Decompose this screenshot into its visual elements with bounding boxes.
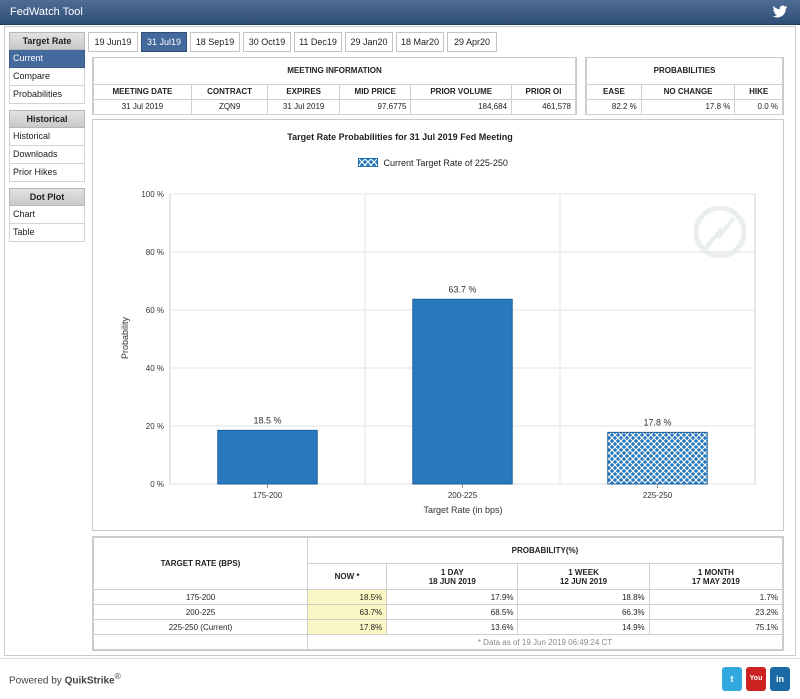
now-cell: 63.7% (306, 604, 388, 620)
table-row: 175-200 18.5% 17.9% 18.8% 1.7% (93, 589, 784, 605)
title-bar: FedWatch Tool (0, 0, 800, 25)
meeting-info-panel: MEETING INFORMATION MEETING DATE CONTRAC… (92, 57, 577, 115)
week-cell: 14.9% (517, 619, 650, 635)
sidebar-item-current[interactable]: Current (9, 50, 85, 68)
col-prior-volume: PRIOR VOLUME (410, 83, 513, 100)
youtube-icon[interactable]: You (746, 667, 766, 691)
legend-swatch (358, 158, 378, 168)
sidebar-heading-target-rate: Target Rate (9, 32, 85, 50)
meeting-info-table: MEETING INFORMATION MEETING DATE CONTRAC… (93, 58, 576, 115)
brand-name[interactable]: QuikStrike (64, 675, 115, 687)
sidebar-item-chart[interactable]: Chart (9, 206, 85, 224)
probabilities-table: PROBABILITIES EASE NO CHANGE HIKE 82.2 %… (586, 58, 783, 115)
day-cell: 17.9% (386, 589, 519, 605)
probability-table-panel: TARGET RATE (BPS) PROBABILITY(%) NOW * 1… (92, 536, 784, 651)
col-1-week: 1 WEEK 12 JUN 2019 (517, 563, 650, 590)
col-contract: CONTRACT (190, 83, 269, 100)
rate-cell: 225-250 (Current) (93, 619, 308, 635)
prior-volume-value: 184,684 (410, 98, 513, 115)
now-cell: 18.5% (306, 589, 388, 605)
footer: Powered by QuikStrike® t You in (0, 658, 800, 699)
sidebar-item-prior-hikes[interactable]: Prior Hikes (9, 164, 85, 182)
prior-oi-value: 461,578 (511, 98, 576, 115)
probabilities-heading: PROBABILITIES (586, 58, 783, 85)
col-expires: EXPIRES (267, 83, 340, 100)
now-cell: 17.8% (306, 619, 388, 635)
day-cell: 13.6% (386, 619, 519, 635)
powered-by: Powered by QuikStrike® (9, 671, 121, 686)
sidebar-item-probabilities[interactable]: Probabilities (9, 86, 85, 104)
day-cell: 68.5% (386, 604, 519, 620)
chart-title: Target Rate Probabilities for 31 Jul 201… (287, 132, 513, 142)
app-title: FedWatch Tool (10, 6, 83, 18)
legend-label: Current Target Rate of 225-250 (383, 157, 508, 168)
tab-19-jun19[interactable]: 19 Jun19 (88, 32, 138, 52)
mid-price-value: 97.6775 (338, 98, 412, 115)
sidebar-item-compare[interactable]: Compare (9, 68, 85, 86)
chart-panel (92, 119, 784, 531)
twitter-icon[interactable] (772, 5, 788, 19)
col-ease: EASE (586, 83, 642, 100)
tab-29-jan20[interactable]: 29 Jan20 (345, 32, 393, 52)
col-prior-oi: PRIOR OI (511, 83, 576, 100)
table-row: 200-225 63.7% 68.5% 66.3% 23.2% (93, 604, 784, 620)
no-change-value: 17.8 % (640, 98, 736, 115)
sidebar-heading-historical: Historical (9, 110, 85, 128)
rate-cell: 175-200 (93, 589, 308, 605)
week-cell: 66.3% (517, 604, 650, 620)
ease-value: 82.2 % (586, 98, 642, 115)
col-1-month: 1 MONTH 17 MAY 2019 (648, 563, 784, 590)
col-meeting-date: MEETING DATE (93, 83, 192, 100)
col-now: NOW * (306, 563, 388, 590)
probability-header: PROBABILITY(%) (307, 537, 783, 564)
linkedin-icon[interactable]: in (770, 667, 790, 691)
month-cell: 75.1% (648, 619, 784, 635)
tab-11-dec19[interactable]: 11 Dec19 (294, 32, 342, 52)
tab-18-mar20[interactable]: 18 Mar20 (396, 32, 444, 52)
week-cell: 18.8% (517, 589, 650, 605)
col-hike: HIKE (734, 83, 783, 100)
meeting-info-heading: MEETING INFORMATION (93, 58, 576, 85)
table-row: 225-250 (Current) 17.8% 13.6% 14.9% 75.1… (93, 619, 784, 635)
tab-31-jul19[interactable]: 31 Jul19 (141, 32, 187, 52)
probability-table: TARGET RATE (BPS) PROBABILITY(%) NOW * 1… (93, 537, 784, 650)
month-cell: 1.7% (648, 589, 784, 605)
probabilities-panel: PROBABILITIES EASE NO CHANGE HIKE 82.2 %… (585, 57, 784, 115)
twitter-icon[interactable]: t (722, 667, 742, 691)
data-timestamp-note: * Data as of 19 Jun 2019 06:49:24 CT (307, 634, 783, 650)
month-cell: 23.2% (648, 604, 784, 620)
rate-cell: 200-225 (93, 604, 308, 620)
col-no-change: NO CHANGE (640, 83, 736, 100)
col-1-day: 1 DAY 18 JUN 2019 (386, 563, 519, 590)
sidebar: Target Rate Current Compare Probabilitie… (9, 32, 85, 242)
contract-value: ZQN9 (190, 98, 269, 115)
chart-legend: Current Target Rate of 225-250 (358, 157, 508, 169)
meeting-date-value: 31 Jul 2019 (93, 98, 192, 115)
tab-29-apr20[interactable]: 29 Apr20 (447, 32, 497, 52)
sidebar-item-downloads[interactable]: Downloads (9, 146, 85, 164)
hike-value: 0.0 % (734, 98, 783, 115)
sidebar-item-historical[interactable]: Historical (9, 128, 85, 146)
expires-value: 31 Jul 2019 (267, 98, 340, 115)
target-rate-header: TARGET RATE (BPS) (93, 537, 308, 590)
col-mid-price: MID PRICE (338, 83, 412, 100)
sidebar-item-table[interactable]: Table (9, 224, 85, 242)
tab-18-sep19[interactable]: 18 Sep19 (190, 32, 240, 52)
brand-mark: ® (114, 671, 121, 681)
powered-by-label: Powered by (9, 675, 62, 687)
sidebar-heading-dot-plot: Dot Plot (9, 188, 85, 206)
tab-30-oct19[interactable]: 30 Oct19 (243, 32, 291, 52)
